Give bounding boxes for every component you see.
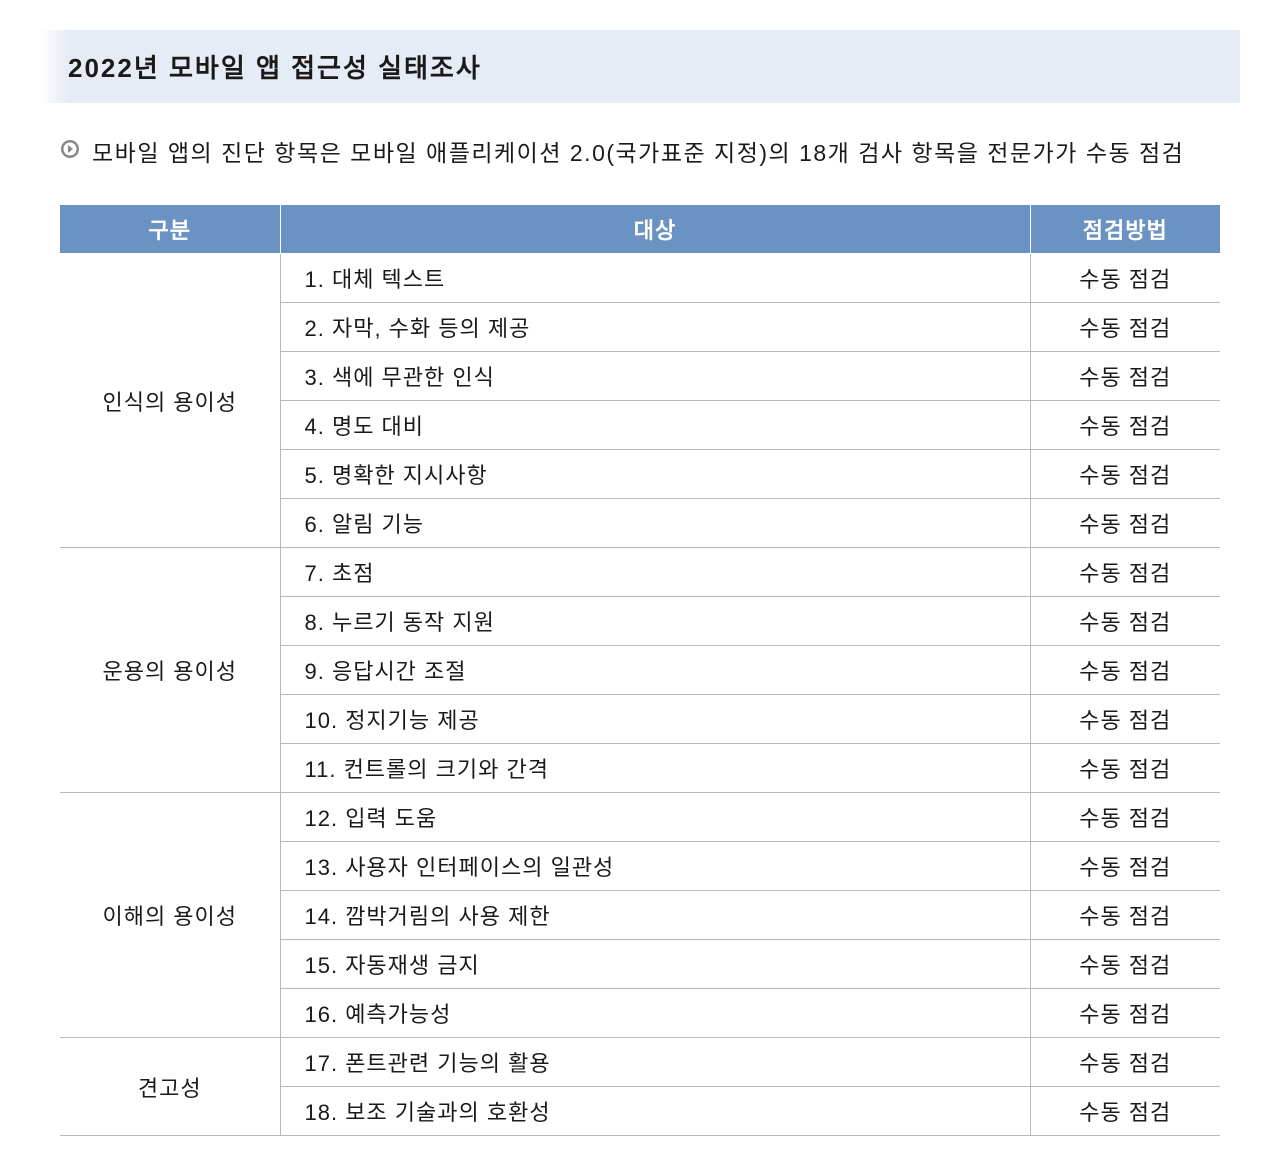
method-cell: 수동 점검 xyxy=(1030,401,1220,450)
category-cell: 운용의 용이성 xyxy=(60,548,280,793)
target-cell: 15. 자동재생 금지 xyxy=(280,940,1030,989)
category-cell: 인식의 용이성 xyxy=(60,254,280,548)
target-cell: 18. 보조 기술과의 호환성 xyxy=(280,1087,1030,1136)
target-cell: 6. 알림 기능 xyxy=(280,499,1030,548)
method-cell: 수동 점검 xyxy=(1030,597,1220,646)
method-cell: 수동 점검 xyxy=(1030,989,1220,1038)
method-cell: 수동 점검 xyxy=(1030,940,1220,989)
method-cell: 수동 점검 xyxy=(1030,548,1220,597)
table-header: 구분 대상 점검방법 xyxy=(60,205,1220,254)
category-cell: 견고성 xyxy=(60,1038,280,1136)
table-row: 이해의 용이성12. 입력 도움수동 점검 xyxy=(60,793,1220,842)
table-body: 인식의 용이성1. 대체 텍스트수동 점검2. 자막, 수화 등의 제공수동 점… xyxy=(60,254,1220,1136)
target-cell: 16. 예측가능성 xyxy=(280,989,1030,1038)
category-cell: 이해의 용이성 xyxy=(60,793,280,1038)
method-cell: 수동 점검 xyxy=(1030,352,1220,401)
method-cell: 수동 점검 xyxy=(1030,450,1220,499)
description-text: 모바일 앱의 진단 항목은 모바일 애플리케이션 2.0(국가표준 지정)의 1… xyxy=(92,133,1184,174)
method-cell: 수동 점검 xyxy=(1030,842,1220,891)
table-row: 운용의 용이성7. 초점수동 점검 xyxy=(60,548,1220,597)
page-title: 2022년 모바일 앱 접근성 실태조사 xyxy=(68,48,1212,85)
col-header-target: 대상 xyxy=(280,205,1030,254)
method-cell: 수동 점검 xyxy=(1030,254,1220,303)
target-cell: 7. 초점 xyxy=(280,548,1030,597)
accessibility-table: 구분 대상 점검방법 인식의 용이성1. 대체 텍스트수동 점검2. 자막, 수… xyxy=(60,204,1220,1136)
title-banner: 2022년 모바일 앱 접근성 실태조사 xyxy=(40,30,1240,103)
target-cell: 10. 정지기능 제공 xyxy=(280,695,1030,744)
table-row: 인식의 용이성1. 대체 텍스트수동 점검 xyxy=(60,254,1220,303)
table-row: 견고성17. 폰트관련 기능의 활용수동 점검 xyxy=(60,1038,1220,1087)
method-cell: 수동 점검 xyxy=(1030,793,1220,842)
col-header-category: 구분 xyxy=(60,205,280,254)
target-cell: 1. 대체 텍스트 xyxy=(280,254,1030,303)
target-cell: 8. 누르기 동작 지원 xyxy=(280,597,1030,646)
description-row: 모바일 앱의 진단 항목은 모바일 애플리케이션 2.0(국가표준 지정)의 1… xyxy=(60,133,1220,174)
target-cell: 11. 컨트롤의 크기와 간격 xyxy=(280,744,1030,793)
method-cell: 수동 점검 xyxy=(1030,646,1220,695)
target-cell: 2. 자막, 수화 등의 제공 xyxy=(280,303,1030,352)
method-cell: 수동 점검 xyxy=(1030,303,1220,352)
method-cell: 수동 점검 xyxy=(1030,891,1220,940)
target-cell: 17. 폰트관련 기능의 활용 xyxy=(280,1038,1030,1087)
target-cell: 13. 사용자 인터페이스의 일관성 xyxy=(280,842,1030,891)
target-cell: 3. 색에 무관한 인식 xyxy=(280,352,1030,401)
bullet-arrow-icon xyxy=(60,139,80,159)
method-cell: 수동 점검 xyxy=(1030,1087,1220,1136)
col-header-method: 점검방법 xyxy=(1030,205,1220,254)
target-cell: 4. 명도 대비 xyxy=(280,401,1030,450)
target-cell: 9. 응답시간 조절 xyxy=(280,646,1030,695)
method-cell: 수동 점검 xyxy=(1030,744,1220,793)
target-cell: 12. 입력 도움 xyxy=(280,793,1030,842)
target-cell: 14. 깜박거림의 사용 제한 xyxy=(280,891,1030,940)
target-cell: 5. 명확한 지시사항 xyxy=(280,450,1030,499)
method-cell: 수동 점검 xyxy=(1030,695,1220,744)
method-cell: 수동 점검 xyxy=(1030,499,1220,548)
method-cell: 수동 점검 xyxy=(1030,1038,1220,1087)
